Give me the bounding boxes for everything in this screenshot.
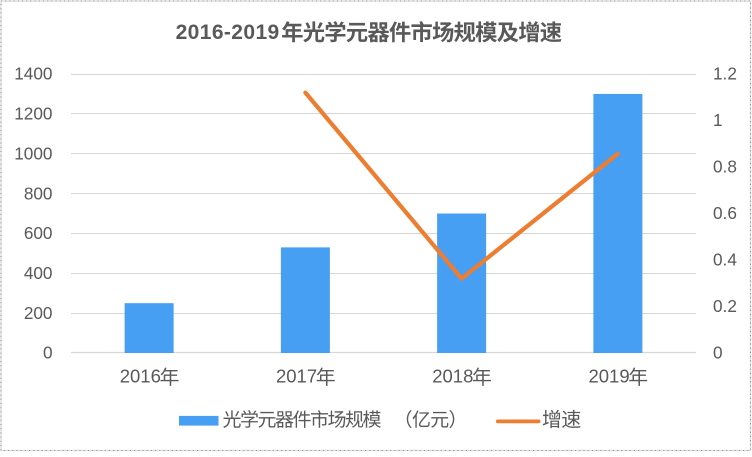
svg-text:200: 200 bbox=[24, 303, 53, 323]
svg-text:0: 0 bbox=[713, 343, 723, 363]
svg-text:600: 600 bbox=[24, 223, 53, 243]
svg-text:1400: 1400 bbox=[14, 64, 52, 84]
svg-text:0.4: 0.4 bbox=[713, 250, 737, 270]
svg-text:400: 400 bbox=[24, 263, 53, 283]
svg-text:2019: 2019 bbox=[588, 366, 629, 387]
svg-text:2016-2019: 2016-2019 bbox=[176, 21, 280, 44]
svg-text:0.6: 0.6 bbox=[713, 203, 737, 223]
svg-text:0.8: 0.8 bbox=[713, 157, 737, 177]
svg-text:1.2: 1.2 bbox=[713, 64, 737, 84]
svg-text:2018: 2018 bbox=[432, 366, 473, 387]
svg-text:1: 1 bbox=[713, 110, 723, 130]
svg-text:800: 800 bbox=[24, 183, 53, 203]
svg-text:0: 0 bbox=[43, 343, 53, 363]
svg-text:0.2: 0.2 bbox=[713, 296, 737, 316]
svg-text:1200: 1200 bbox=[14, 104, 52, 124]
svg-text:2016: 2016 bbox=[120, 366, 161, 387]
svg-text:1000: 1000 bbox=[14, 143, 52, 163]
svg-text:2017: 2017 bbox=[276, 366, 317, 387]
